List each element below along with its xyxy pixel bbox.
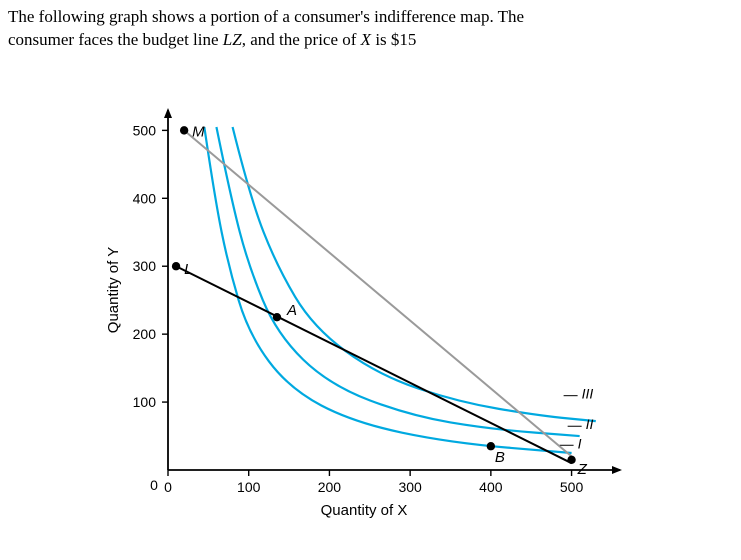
caption-line2a: consumer faces the budget line bbox=[8, 30, 223, 49]
x-tick-label: 200 bbox=[318, 479, 342, 495]
x-tick-label: 0 bbox=[164, 479, 172, 495]
chart-svg: 0 100 200 300 400 500 100 200 300 400 500 0 Quantity… bbox=[100, 100, 660, 530]
point-label-B: B bbox=[495, 449, 505, 466]
caption-text: The following graph shows a portion of a… bbox=[8, 6, 733, 52]
caption-line1: The following graph shows a portion of a… bbox=[8, 7, 524, 26]
indifference-map-chart: 0 100 200 300 400 500 100 200 300 400 500 0 Quantity… bbox=[100, 100, 660, 530]
indifference-curve-II bbox=[216, 127, 579, 436]
point-label-A: A bbox=[286, 302, 297, 319]
point-label-M: M bbox=[192, 123, 205, 140]
y-tick-label: 200 bbox=[133, 326, 157, 342]
x-tick-label: 100 bbox=[237, 479, 261, 495]
caption-line2b: , and the price of bbox=[242, 30, 361, 49]
x-var: X bbox=[361, 30, 371, 49]
point-M bbox=[180, 126, 188, 134]
y-tick-label: 100 bbox=[133, 394, 157, 410]
x-tick-label: 500 bbox=[560, 479, 584, 495]
curve-label-II: II bbox=[586, 416, 594, 432]
origin-label: 0 bbox=[150, 477, 158, 493]
caption-line2c: is $15 bbox=[371, 30, 416, 49]
y-tick-label: 300 bbox=[133, 258, 157, 274]
curve-label-III: III bbox=[582, 386, 594, 402]
point-label-L: L bbox=[184, 261, 192, 278]
budget-line-LZ bbox=[176, 266, 572, 463]
point-A bbox=[273, 313, 281, 321]
y-tick-label: 400 bbox=[133, 190, 157, 206]
x-tick-label: 400 bbox=[479, 479, 503, 495]
budget-line-label: LZ bbox=[223, 30, 242, 49]
point-L bbox=[172, 262, 180, 270]
indifference-curve-III bbox=[233, 127, 596, 421]
y-axis-arrow bbox=[164, 108, 172, 118]
x-axis-arrow bbox=[612, 466, 622, 474]
curve-label-I: I bbox=[578, 435, 582, 451]
budget-line-MZ bbox=[184, 130, 571, 456]
point-label-Z: Z bbox=[577, 461, 588, 478]
y-axis-label: Quantity of Y bbox=[105, 247, 122, 333]
point-B bbox=[487, 442, 495, 450]
y-tick-label: 500 bbox=[133, 122, 157, 138]
page: The following graph shows a portion of a… bbox=[0, 0, 741, 560]
point-Z bbox=[567, 456, 575, 464]
x-tick-label: 300 bbox=[398, 479, 422, 495]
x-axis-label: Quantity of X bbox=[321, 502, 408, 519]
